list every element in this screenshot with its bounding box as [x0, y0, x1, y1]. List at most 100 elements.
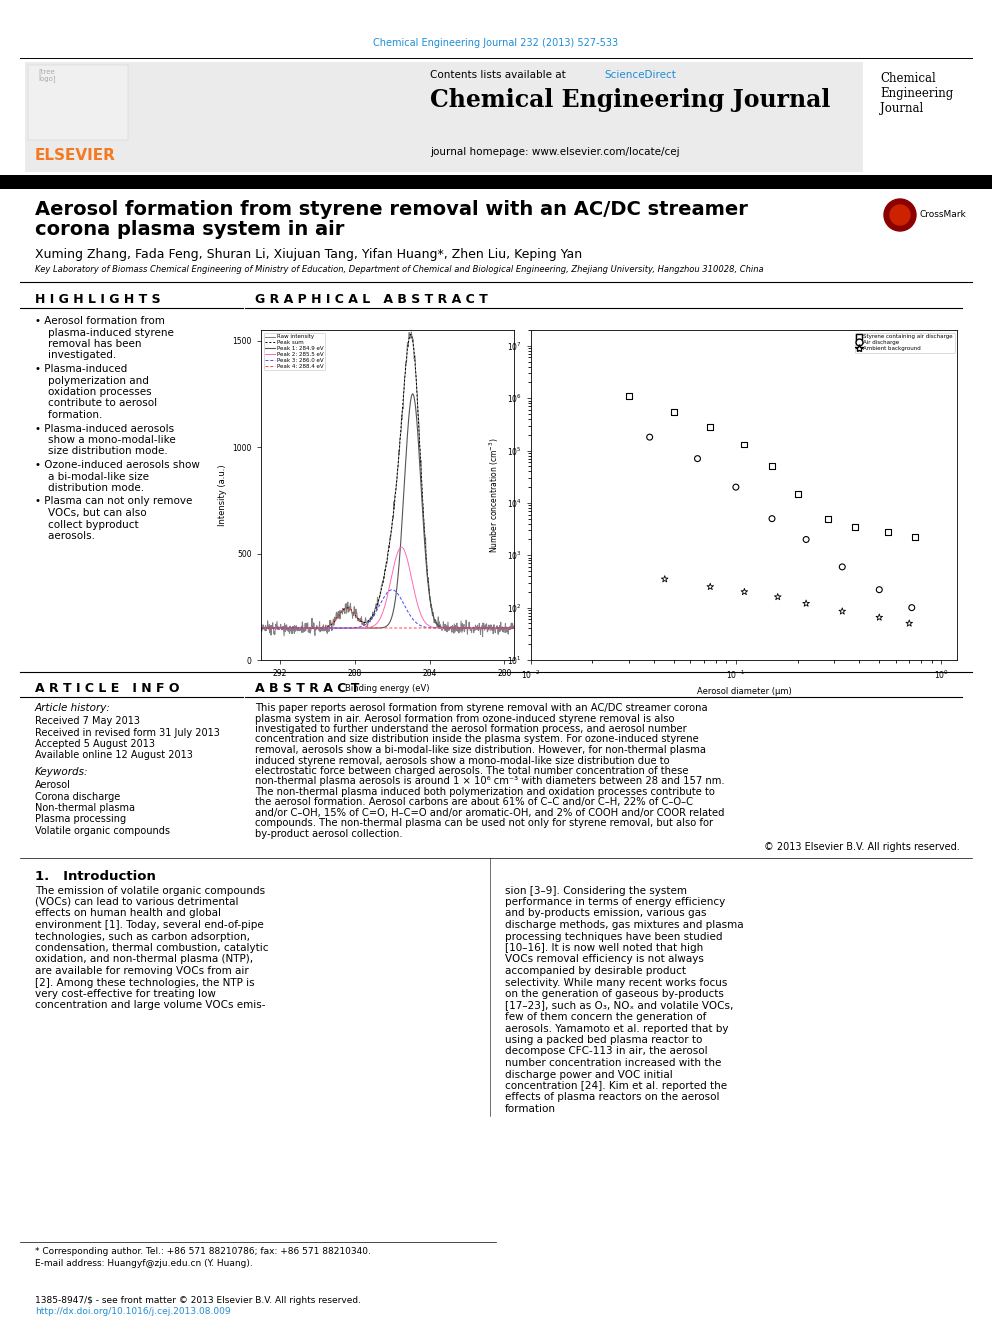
- Text: ELSEVIER: ELSEVIER: [35, 148, 116, 163]
- Text: VOCs, but can also: VOCs, but can also: [35, 508, 147, 519]
- Peak 4: 288.4 eV: (280, 150): 288.4 eV: (280, 150): [508, 620, 520, 636]
- Text: Xuming Zhang, Fada Feng, Shuran Li, Xiujuan Tang, Yifan Huang*, Zhen Liu, Keping: Xuming Zhang, Fada Feng, Shuran Li, Xiuj…: [35, 247, 582, 261]
- Peak 3: 286.0 eV: (283, 150): 286.0 eV: (283, 150): [442, 620, 454, 636]
- Text: plasma system in air. Aerosol formation from ozone-induced styrene removal is al: plasma system in air. Aerosol formation …: [255, 713, 675, 724]
- Text: journal homepage: www.elsevier.com/locate/cej: journal homepage: www.elsevier.com/locat…: [430, 147, 680, 157]
- Peak 1: 284.9 eV: (285, 1.25e+03): 284.9 eV: (285, 1.25e+03): [407, 386, 419, 402]
- Text: [10–16]. It is now well noted that high: [10–16]. It is now well noted that high: [505, 943, 703, 953]
- Text: decompose CFC-113 in air, the aerosol: decompose CFC-113 in air, the aerosol: [505, 1046, 707, 1057]
- Text: oxidation processes: oxidation processes: [35, 388, 152, 397]
- Text: investigated to further understand the aerosol formation process, and aerosol nu: investigated to further understand the a…: [255, 724, 686, 734]
- Text: Received in revised form 31 July 2013: Received in revised form 31 July 2013: [35, 728, 220, 737]
- Peak 3: 286.0 eV: (286, 300): 286.0 eV: (286, 300): [394, 589, 406, 605]
- Peak sum: [317, 619, 329, 635]
- Peak 4: 288.4 eV: (283, 150): 288.4 eV: (283, 150): [442, 620, 454, 636]
- Raw intensity: [393, 451, 405, 467]
- Text: few of them concern the generation of: few of them concern the generation of: [505, 1012, 706, 1021]
- Peak sum: [358, 615, 370, 631]
- X-axis label: Binding energy (eV): Binding energy (eV): [345, 684, 430, 692]
- Point: [770, 586, 786, 607]
- Y-axis label: Intensity (a.u.): Intensity (a.u.): [218, 464, 227, 525]
- Text: Chemical Engineering Journal: Chemical Engineering Journal: [430, 89, 830, 112]
- Text: ScienceDirect: ScienceDirect: [604, 70, 676, 79]
- Text: collect byproduct: collect byproduct: [35, 520, 139, 529]
- Text: aerosols.: aerosols.: [35, 531, 95, 541]
- Text: a bi-modal-like size: a bi-modal-like size: [35, 471, 149, 482]
- Text: © 2013 Elsevier B.V. All rights reserved.: © 2013 Elsevier B.V. All rights reserved…: [764, 843, 960, 852]
- Peak sum: [463, 620, 475, 636]
- Peak 1: 284.9 eV: (283, 150): 284.9 eV: (283, 150): [442, 620, 454, 636]
- Peak sum: [405, 327, 417, 343]
- Text: contribute to aerosol: contribute to aerosol: [35, 398, 157, 409]
- Text: [tree
logo]: [tree logo]: [38, 67, 56, 82]
- Legend: Styrene containing air discharge, Air discharge, Ambient background: Styrene containing air discharge, Air di…: [855, 333, 954, 353]
- Text: H I G H L I G H T S: H I G H L I G H T S: [35, 292, 161, 306]
- Point: [871, 579, 887, 601]
- Peak 4: 288.4 eV: (288, 245): 288.4 eV: (288, 245): [341, 599, 353, 615]
- Point: [908, 527, 924, 548]
- Peak 4: 288.4 eV: (282, 150): 288.4 eV: (282, 150): [463, 620, 475, 636]
- Point: [667, 401, 682, 422]
- Text: 1385-8947/$ - see front matter © 2013 Elsevier B.V. All rights reserved.: 1385-8947/$ - see front matter © 2013 El…: [35, 1297, 361, 1304]
- Circle shape: [890, 205, 910, 225]
- Text: VOCs removal efficiency is not always: VOCs removal efficiency is not always: [505, 954, 704, 964]
- Text: • Aerosol formation from: • Aerosol formation from: [35, 316, 165, 325]
- Raw intensity: [462, 619, 474, 635]
- Text: size distribution mode.: size distribution mode.: [35, 446, 168, 456]
- Text: effects on human health and global: effects on human health and global: [35, 909, 221, 918]
- Raw intensity: [316, 618, 328, 634]
- Point: [799, 529, 814, 550]
- Point: [728, 476, 744, 497]
- Text: (VOCs) can lead to various detrimental: (VOCs) can lead to various detrimental: [35, 897, 238, 908]
- Text: discharge power and VOC initial: discharge power and VOC initial: [505, 1069, 673, 1080]
- Text: distribution mode.: distribution mode.: [35, 483, 144, 493]
- Raw intensity: [338, 601, 350, 617]
- Text: very cost-effective for treating low: very cost-effective for treating low: [35, 990, 216, 999]
- Text: Article history:: Article history:: [35, 703, 111, 713]
- Text: Plasma processing: Plasma processing: [35, 815, 126, 824]
- Peak 2: 285.5 eV: (289, 150): 285.5 eV: (289, 150): [338, 620, 350, 636]
- Line: Peak 4: 288.4 eV: Peak 4: 288.4 eV: [261, 607, 514, 628]
- Text: effects of plasma reactors on the aerosol: effects of plasma reactors on the aeroso…: [505, 1093, 719, 1102]
- Text: Volatile organic compounds: Volatile organic compounds: [35, 826, 170, 836]
- Point: [834, 601, 850, 622]
- Point: [689, 448, 705, 470]
- Point: [702, 417, 718, 438]
- Peak 3: 286.0 eV: (293, 150): 286.0 eV: (293, 150): [255, 620, 267, 636]
- Peak 4: 288.4 eV: (287, 161): 288.4 eV: (287, 161): [359, 618, 371, 634]
- Point: [790, 483, 806, 504]
- Peak 1: 284.9 eV: (293, 150): 284.9 eV: (293, 150): [255, 620, 267, 636]
- Point: [736, 581, 752, 602]
- Text: and by-products emission, various gas: and by-products emission, various gas: [505, 909, 706, 918]
- Peak sum: [508, 620, 520, 636]
- Text: http://dx.doi.org/10.1016/j.cej.2013.08.009: http://dx.doi.org/10.1016/j.cej.2013.08.…: [35, 1307, 230, 1316]
- Text: non-thermal plasma aerosols is around 1 × 10⁶ cm⁻³ with diameters between 28 and: non-thermal plasma aerosols is around 1 …: [255, 777, 724, 786]
- Bar: [0, 175, 992, 189]
- Point: [904, 597, 920, 618]
- Point: [764, 508, 780, 529]
- Text: aerosols. Yamamoto et al. reported that by: aerosols. Yamamoto et al. reported that …: [505, 1024, 728, 1033]
- Text: The emission of volatile organic compounds: The emission of volatile organic compoun…: [35, 885, 265, 896]
- Peak 1: 284.9 eV: (286, 445): 284.9 eV: (286, 445): [393, 557, 405, 573]
- Text: [2]. Among these technologies, the NTP is: [2]. Among these technologies, the NTP i…: [35, 978, 255, 987]
- Peak 3: 286.0 eV: (290, 150): 286.0 eV: (290, 150): [317, 620, 329, 636]
- Text: and/or C–OH, 15% of C=O, H–C=O and/or aromatic-OH, and 2% of COOH and/or COOR re: and/or C–OH, 15% of C=O, H–C=O and/or ar…: [255, 808, 724, 818]
- Text: Non-thermal plasma: Non-thermal plasma: [35, 803, 135, 814]
- Text: Aerosol formation from styrene removal with an AC/DC streamer: Aerosol formation from styrene removal w…: [35, 200, 748, 220]
- Point: [819, 508, 835, 529]
- Text: corona plasma system in air: corona plasma system in air: [35, 220, 344, 239]
- Text: Chemical
Engineering
Journal: Chemical Engineering Journal: [880, 71, 953, 115]
- Peak sum: [393, 446, 405, 462]
- Peak 1: 284.9 eV: (280, 150): 284.9 eV: (280, 150): [508, 620, 520, 636]
- Text: using a packed bed plasma reactor to: using a packed bed plasma reactor to: [505, 1035, 702, 1045]
- Text: by-product aerosol collection.: by-product aerosol collection.: [255, 830, 403, 839]
- Text: removal has been: removal has been: [35, 339, 142, 349]
- Line: Peak sum: Peak sum: [261, 335, 514, 628]
- Peak 4: 288.4 eV: (293, 150): 288.4 eV: (293, 150): [255, 620, 267, 636]
- Text: Corona discharge: Corona discharge: [35, 791, 120, 802]
- Text: Available online 12 August 2013: Available online 12 August 2013: [35, 750, 192, 761]
- Text: performance in terms of energy efficiency: performance in terms of energy efficienc…: [505, 897, 725, 908]
- Text: CrossMark: CrossMark: [920, 210, 967, 220]
- Peak sum: [442, 620, 454, 636]
- Point: [834, 556, 850, 577]
